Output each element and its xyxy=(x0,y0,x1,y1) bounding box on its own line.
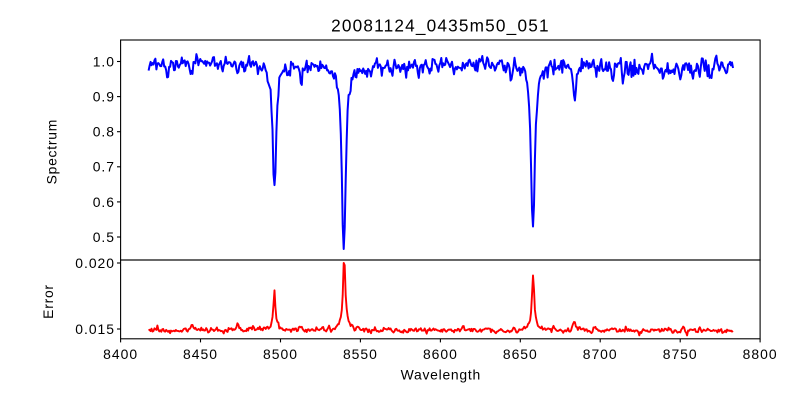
svg-text:0.7: 0.7 xyxy=(93,159,115,175)
svg-text:1.0: 1.0 xyxy=(93,53,115,69)
svg-text:Spectrum: Spectrum xyxy=(44,119,60,184)
svg-text:8500: 8500 xyxy=(263,346,298,362)
svg-text:0.015: 0.015 xyxy=(75,321,115,337)
svg-text:8700: 8700 xyxy=(583,346,618,362)
svg-text:8550: 8550 xyxy=(343,346,378,362)
svg-text:8800: 8800 xyxy=(743,346,778,362)
svg-text:0.9: 0.9 xyxy=(93,89,115,105)
svg-text:0.8: 0.8 xyxy=(93,124,115,140)
svg-text:8650: 8650 xyxy=(503,346,538,362)
svg-text:Error: Error xyxy=(40,284,56,319)
svg-text:8750: 8750 xyxy=(663,346,698,362)
svg-text:0.6: 0.6 xyxy=(93,194,115,210)
svg-text:8400: 8400 xyxy=(103,346,138,362)
svg-text:8600: 8600 xyxy=(423,346,458,362)
svg-text:20081124_0435m50_051: 20081124_0435m50_051 xyxy=(331,16,550,36)
svg-text:0.020: 0.020 xyxy=(75,255,115,271)
svg-text:8450: 8450 xyxy=(183,346,218,362)
svg-text:Wavelength: Wavelength xyxy=(401,367,481,383)
svg-text:0.5: 0.5 xyxy=(93,229,115,245)
